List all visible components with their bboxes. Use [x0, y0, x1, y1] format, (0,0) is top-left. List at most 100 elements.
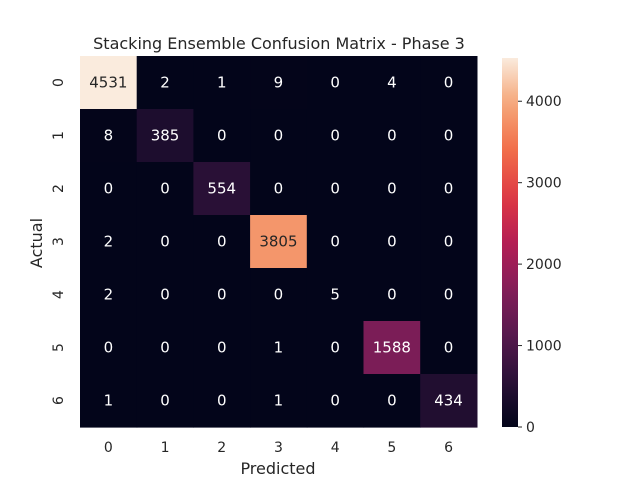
- heatmap-cell-4-0: [80, 268, 138, 322]
- y-tick-labels: 0 1 2 3 4 5 6: [51, 78, 67, 405]
- cell-value-label: 0: [274, 127, 284, 145]
- heatmap-cell-5-5: [363, 321, 421, 375]
- cell-value-label: 4: [387, 74, 397, 92]
- chart-title: Stacking Ensemble Confusion Matrix - Pha…: [93, 34, 465, 53]
- heatmap-cell-6-4: [306, 374, 365, 428]
- heatmap-cell-0-6: [420, 56, 478, 110]
- cell-value-label: 0: [160, 233, 170, 251]
- cell-value-label: 0: [444, 339, 454, 357]
- x-tick-label: 2: [217, 440, 226, 456]
- cell-value-label: 554: [207, 180, 236, 198]
- heatmap-cell-3-4: [306, 215, 365, 269]
- cell-value-label: 0: [160, 180, 170, 198]
- cell-value-label: 1: [274, 392, 284, 410]
- heatmap-cell-5-0: [80, 321, 138, 375]
- colorbar-tick-label: 4000: [526, 94, 562, 110]
- x-axis-label: Predicted: [240, 459, 315, 478]
- heatmap-cell-4-5: [363, 268, 421, 322]
- cell-value-label: 0: [444, 180, 454, 198]
- cell-value-label: 0: [160, 286, 170, 304]
- heatmap-cell-2-5: [363, 162, 421, 216]
- cell-value-label: 0: [217, 286, 227, 304]
- cell-value-label: 0: [387, 127, 397, 145]
- cell-value-label: 0: [444, 233, 454, 251]
- heatmap-cell-3-6: [420, 215, 478, 269]
- heatmap-cell-5-4: [306, 321, 365, 375]
- cell-value-label: 0: [444, 127, 454, 145]
- cell-value-label: 1: [217, 74, 227, 92]
- heatmap-cell-0-5: [363, 56, 421, 110]
- cell-value-label: 0: [387, 392, 397, 410]
- cell-value-label: 4531: [89, 74, 127, 92]
- colorbar-tick-label: 2000: [526, 257, 562, 273]
- cell-value-label: 0: [330, 392, 340, 410]
- heatmap-cell-6-1: [136, 374, 194, 428]
- cell-value-label: 0: [160, 392, 170, 410]
- heatmap-cell-0-3: [250, 56, 308, 110]
- cell-value-label: 2: [104, 233, 114, 251]
- cell-value-label: 0: [274, 180, 284, 198]
- heatmap-cell-3-3: [250, 215, 308, 269]
- heatmap-cell-2-2: [193, 162, 251, 216]
- heatmap-cell-1-1: [136, 109, 194, 163]
- heatmap-cells: 4531 2 1 9 0 4 0 8 385 0 0 0 0 0 0 0 554 0 0 0 0 2 0 0 3805 0 0 0 2 0…: [80, 56, 478, 428]
- cell-value-label: 8: [104, 127, 114, 145]
- cell-value-label: 434: [434, 392, 463, 410]
- cell-value-label: 9: [274, 74, 284, 92]
- heatmap-cell-4-6: [420, 268, 478, 322]
- x-tick-labels: 0 1 2 3 4 5 6: [104, 440, 453, 456]
- heatmap-cell-5-6: [420, 321, 478, 375]
- x-tick-label: 3: [274, 440, 283, 456]
- colorbar-gradient: [502, 58, 518, 427]
- y-tick-label: 2: [51, 184, 67, 193]
- cell-value-label: 0: [217, 233, 227, 251]
- y-tick-label: 6: [51, 396, 67, 405]
- cell-value-label: 0: [387, 233, 397, 251]
- cell-value-label: 0: [330, 74, 340, 92]
- x-tick-label: 4: [331, 440, 340, 456]
- heatmap-cell-4-3: [250, 268, 308, 322]
- y-axis-label: Actual: [27, 218, 46, 268]
- heatmap-cell-0-2: [193, 56, 251, 110]
- heatmap-cell-2-6: [420, 162, 478, 216]
- heatmap-cell-4-4: [306, 268, 365, 322]
- colorbar-tick-label: 3000: [526, 176, 562, 192]
- heatmap-cell-4-2: [193, 268, 251, 322]
- heatmap-cell-5-1: [136, 321, 194, 375]
- y-tick-label: 1: [51, 131, 67, 140]
- cell-value-label: 1: [104, 392, 114, 410]
- heatmap-cell-4-1: [136, 268, 194, 322]
- cell-value-label: 0: [444, 74, 454, 92]
- cell-value-label: 0: [330, 339, 340, 357]
- cell-value-label: 2: [160, 74, 170, 92]
- cell-value-label: 0: [160, 339, 170, 357]
- heatmap-cell-6-0: [80, 374, 138, 428]
- heatmap-cell-1-5: [363, 109, 421, 163]
- cell-value-label: 5: [330, 286, 340, 304]
- heatmap-cell-0-1: [136, 56, 194, 110]
- heatmap-cell-1-0: [80, 109, 138, 163]
- cell-value-label: 0: [217, 339, 227, 357]
- heatmap-cell-5-2: [193, 321, 251, 375]
- cell-value-label: 0: [387, 286, 397, 304]
- heatmap-cell-1-3: [250, 109, 308, 163]
- heatmap-cell-6-2: [193, 374, 251, 428]
- x-tick-label: 5: [387, 440, 396, 456]
- y-tick-label: 4: [51, 290, 67, 299]
- cell-value-label: 3805: [259, 233, 297, 251]
- heatmap-cell-2-0: [80, 162, 138, 216]
- cell-value-label: 2: [104, 286, 114, 304]
- cell-value-label: 0: [217, 127, 227, 145]
- heatmap-cell-6-3: [250, 374, 308, 428]
- x-tick-label: 1: [161, 440, 170, 456]
- heatmap-cell-2-4: [306, 162, 365, 216]
- heatmap-cell-1-2: [193, 109, 251, 163]
- y-tick-label: 3: [51, 237, 67, 246]
- colorbar-tick-label: 1000: [526, 339, 562, 355]
- heatmap-cell-6-5: [363, 374, 421, 428]
- heatmap-cell-1-4: [306, 109, 365, 163]
- x-tick-label: 6: [444, 440, 453, 456]
- cell-value-label: 385: [151, 127, 180, 145]
